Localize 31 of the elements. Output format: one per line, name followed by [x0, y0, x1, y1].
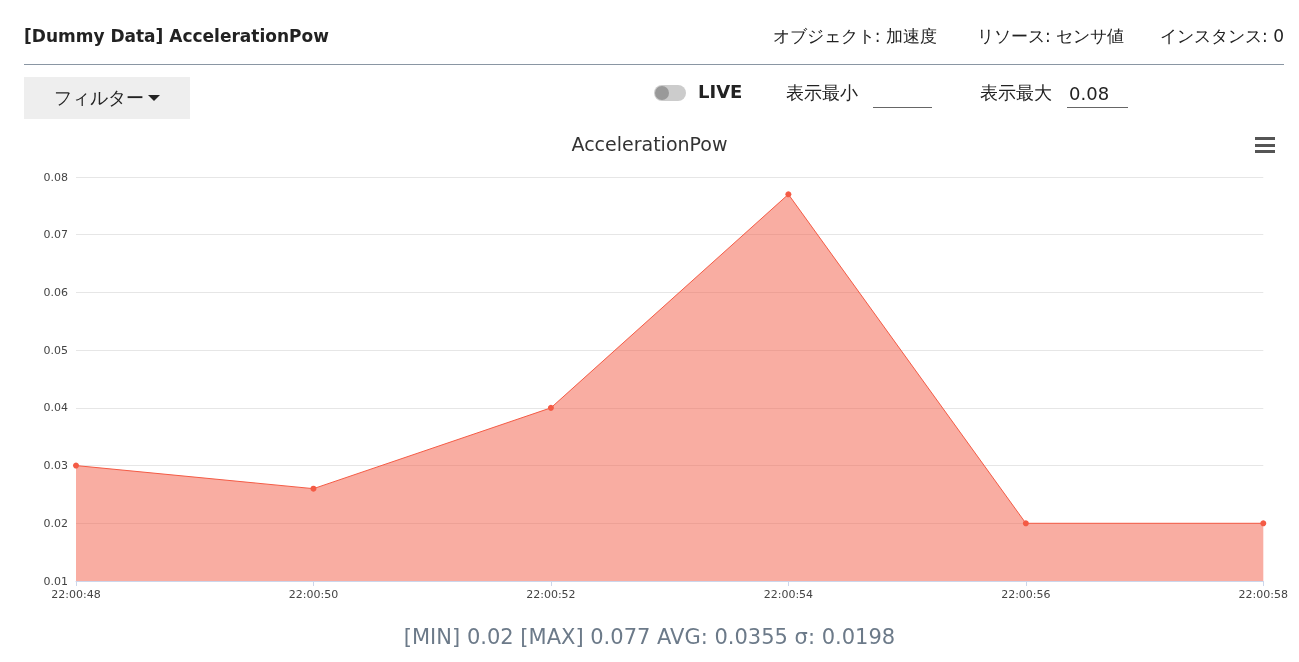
x-tick-label: 22:00:54: [763, 588, 814, 601]
text: 表示最小: [786, 81, 858, 105]
point: [310, 485, 317, 492]
y-tick-label: 0.01: [43, 574, 68, 588]
text: リソース: センサ値: [976, 24, 1125, 48]
x-tick-label: 22:00:52: [526, 588, 576, 601]
text: インスタンス: 0: [1160, 24, 1284, 48]
y-tick-label: 0.04: [43, 401, 68, 415]
text: [MIN] 0.02 [MAX] 0.077 AVG: 0.0355 σ: 0.0198: [402, 625, 897, 649]
point: [73, 462, 79, 469]
x-tick-label: 22:00:50: [288, 588, 339, 601]
text: オブジェクト: 加速度: [772, 24, 937, 48]
y-tick-label: 0.08: [43, 170, 68, 184]
y-tick-label: 0.05: [43, 343, 68, 357]
x-tick-label: 22:00:48: [51, 588, 101, 601]
y-tick-label: 0.02: [43, 516, 68, 530]
chart-title: AccelerationPow: [571, 132, 728, 155]
point: [547, 404, 554, 411]
point: [1260, 520, 1267, 527]
text: 表示最大: [980, 81, 1052, 105]
y-tick-label: 0.03: [43, 459, 68, 473]
point: [785, 191, 792, 198]
text: [Dummy Data] AccelerationPow: [24, 26, 329, 46]
y-tick-label: 0.07: [43, 228, 68, 242]
point: [1022, 520, 1029, 527]
text: フィルター: [54, 86, 144, 110]
text: 0.08: [1067, 83, 1128, 108]
text: LIVE: [698, 81, 743, 102]
y-tick-label: 0.06: [43, 285, 68, 299]
x-tick-label: 22:00:56: [1001, 588, 1051, 601]
x-tick-label: 22:00:58: [1238, 588, 1288, 601]
